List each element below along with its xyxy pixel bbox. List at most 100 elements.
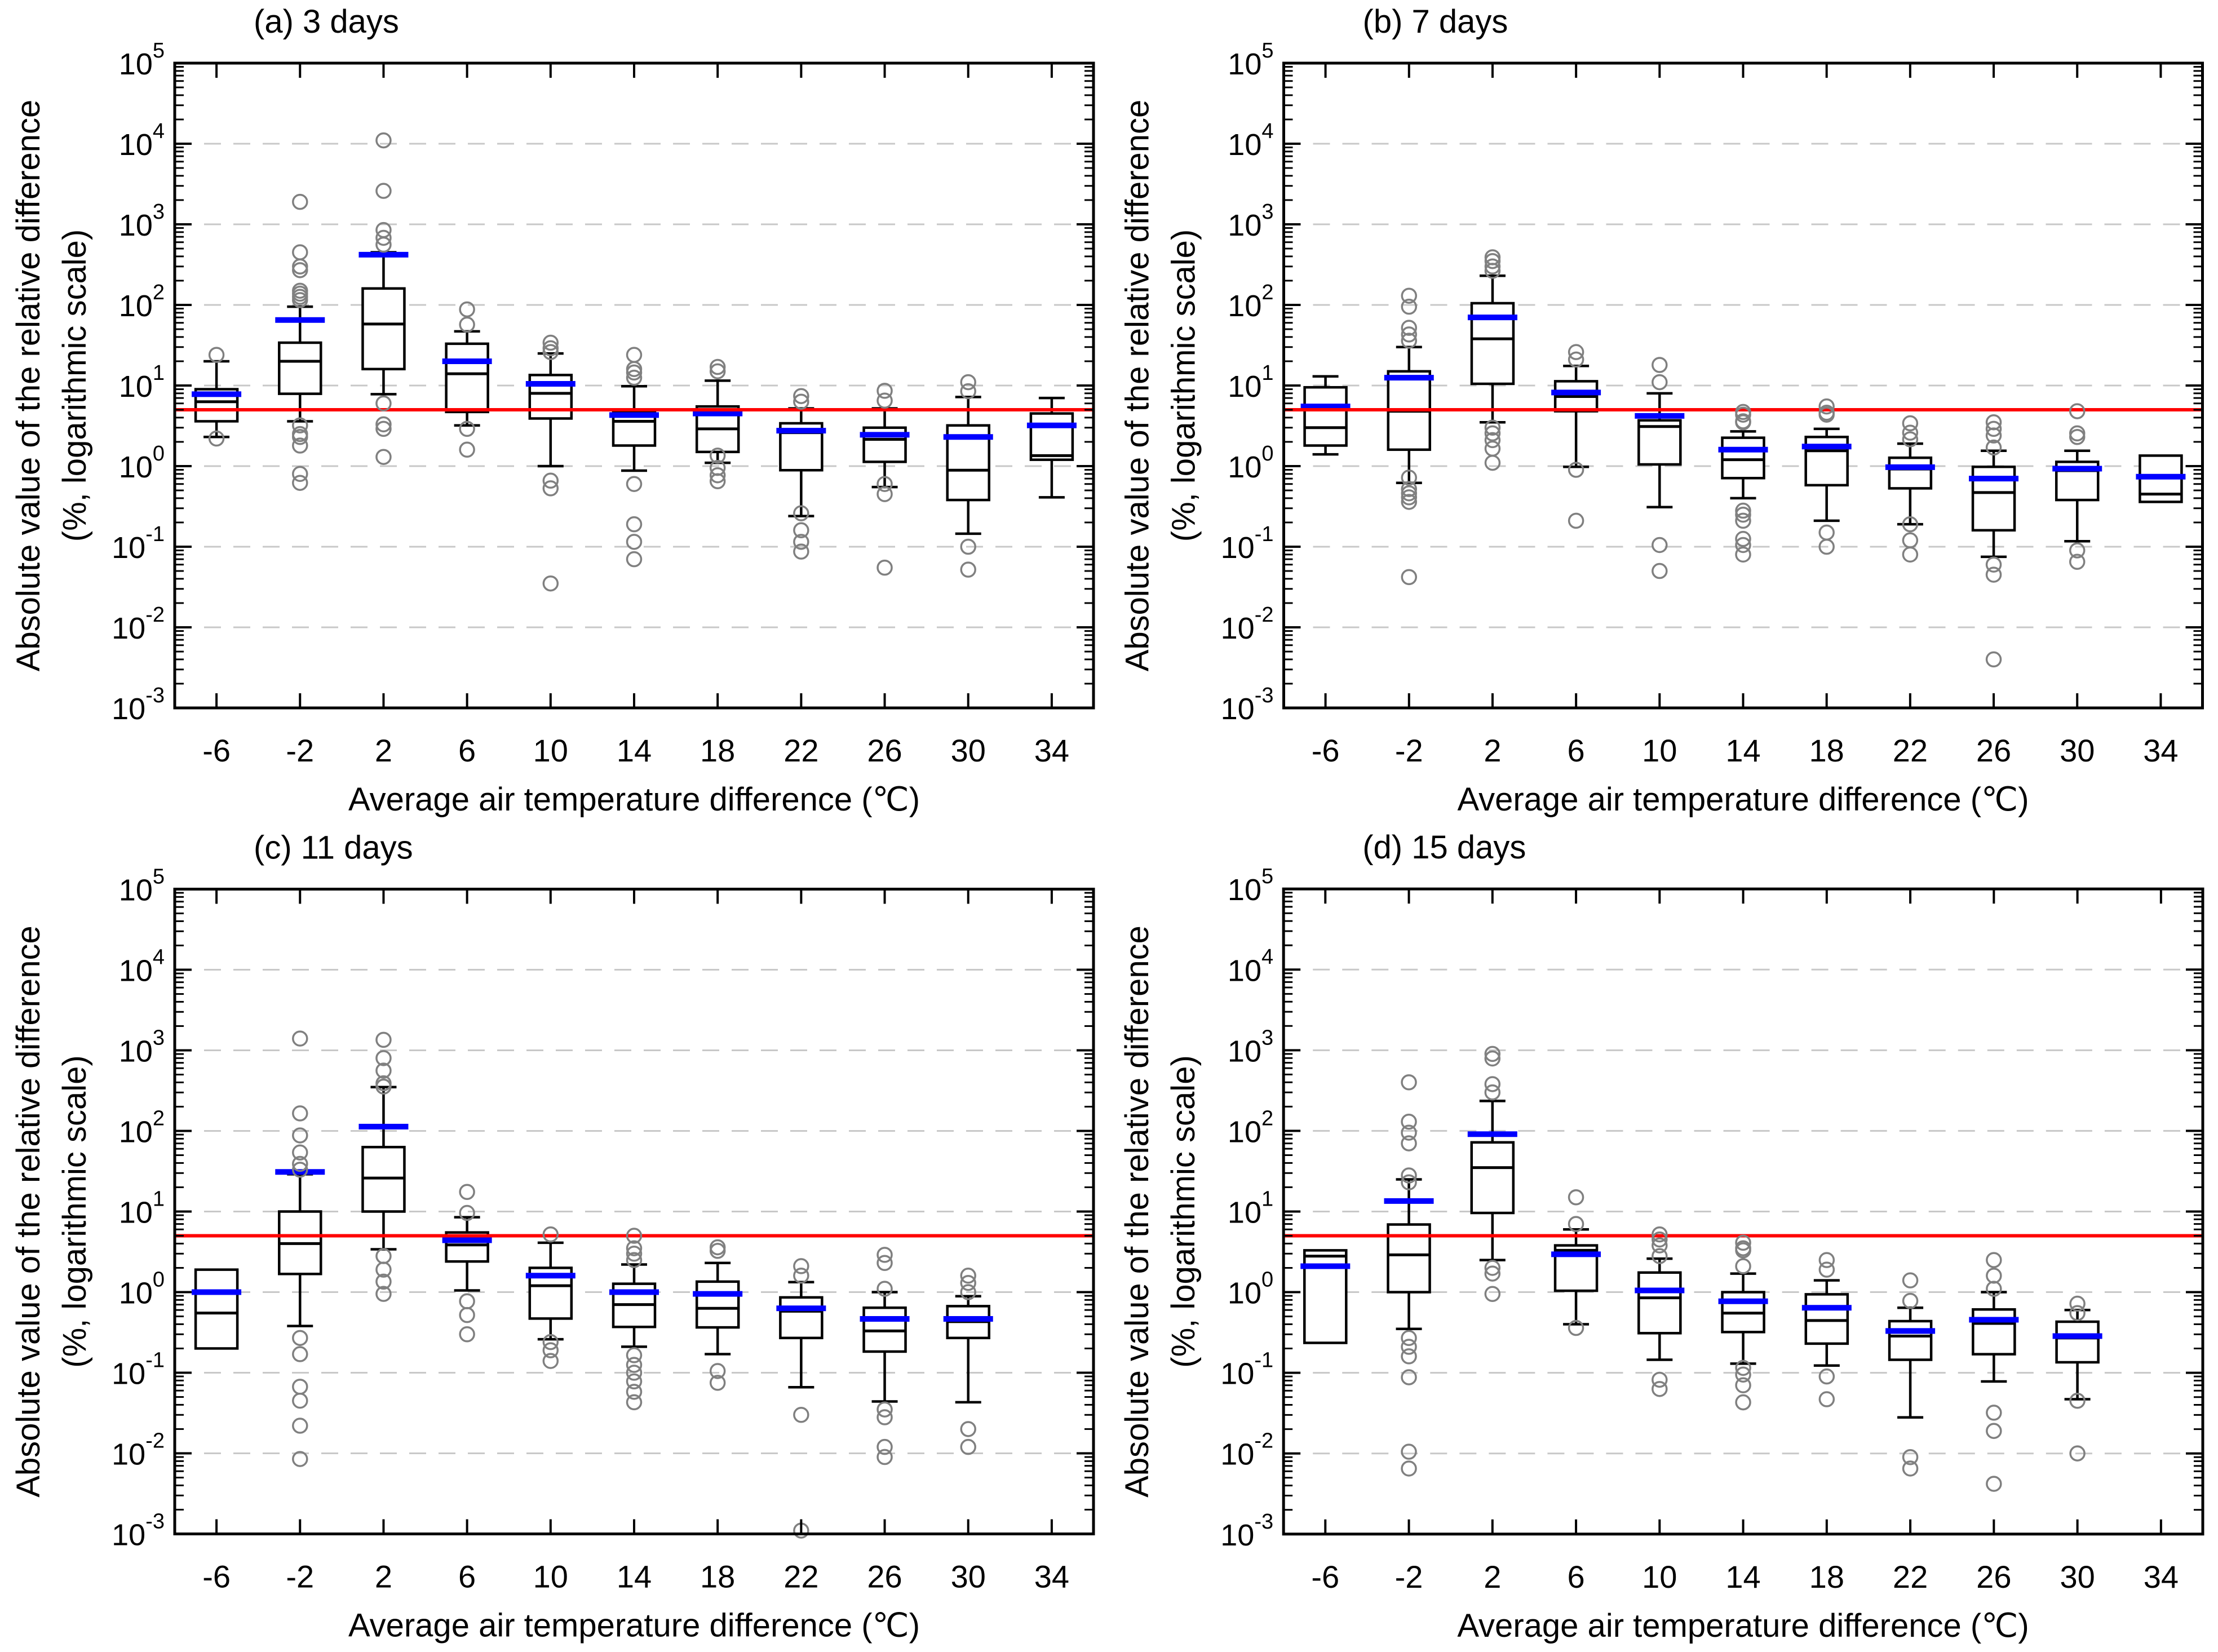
outlier-point — [1401, 481, 1418, 497]
x-tick-label: 2 — [1484, 733, 1501, 768]
iqr-box — [1637, 1271, 1682, 1335]
outlier-point — [2069, 542, 2086, 559]
outlier-point — [542, 1334, 559, 1350]
outlier-point — [626, 364, 643, 381]
outlier-point — [1401, 333, 1418, 349]
y-tick-label: 105 — [1228, 865, 1273, 907]
box-group-x10 — [525, 1241, 575, 1341]
grid-lines — [1283, 968, 2203, 1455]
outlier-point — [292, 1418, 308, 1434]
outlier-point — [876, 1401, 893, 1418]
outlier-point — [960, 383, 976, 400]
y-tick-label: 103 — [119, 1026, 165, 1069]
outlier-point — [542, 334, 559, 351]
outlier-point — [1401, 1113, 1417, 1130]
outlier-point — [1735, 502, 1751, 519]
outlier-point — [626, 1246, 643, 1262]
outlier-point — [626, 347, 643, 363]
outlier-point — [1401, 320, 1418, 336]
x-tick-label: -2 — [286, 733, 314, 768]
y-tick-label: 10-1 — [112, 1349, 165, 1391]
outlier-point — [1401, 1369, 1417, 1385]
outliers — [1401, 1046, 2086, 1492]
axis-frame — [1282, 887, 2204, 1536]
outlier-point — [876, 1438, 893, 1455]
y-tick-label: 105 — [119, 39, 165, 81]
outlier-point — [292, 292, 308, 308]
outlier-point — [1401, 1339, 1417, 1355]
outlier-point — [1401, 298, 1418, 315]
x-tick-label: -6 — [1312, 733, 1340, 768]
outlier-point — [626, 1373, 643, 1390]
y-tick-label: 105 — [1228, 39, 1273, 81]
outlier-point — [1401, 1074, 1417, 1091]
outlier-point — [1401, 1174, 1417, 1190]
ticks — [1283, 888, 2203, 1535]
outlier-point — [626, 1228, 643, 1244]
outlier-point — [1484, 1046, 1501, 1062]
outlier-point — [876, 559, 893, 576]
outlier-point — [1484, 1286, 1501, 1302]
outlier-point — [793, 1407, 809, 1423]
panel-title: (b) 7 days — [1363, 3, 1508, 40]
y-tick-label: 102 — [1228, 1106, 1273, 1149]
outlier-point — [292, 262, 308, 278]
x-tick-label: 30 — [951, 733, 986, 768]
outlier-point — [1735, 1359, 1751, 1376]
panel-a: 105 104 103 102 101 100 10-1 10-2 10-3 -6 -2 2 6 10 14… — [0, 0, 1109, 826]
y-tick-label: 10-1 — [112, 522, 165, 565]
box-group-x6 — [1551, 364, 1601, 468]
x-tick-label: 26 — [1976, 1559, 2011, 1595]
y-tick-label: 105 — [119, 865, 165, 907]
box-group-x22 — [776, 407, 826, 517]
outlier-point — [1484, 1076, 1501, 1092]
outlier-point — [1568, 1216, 1584, 1232]
outlier-point — [1985, 420, 2002, 437]
outlier-point — [375, 449, 392, 465]
outlier-point — [1735, 530, 1751, 547]
box-series — [1300, 1100, 2102, 1419]
y-axis-label-line1: Absolute value of the relative differenc… — [1119, 925, 1156, 1498]
outlier-point — [292, 417, 308, 434]
x-tick-label: 14 — [1725, 1559, 1760, 1595]
x-tick-label: 26 — [867, 733, 902, 768]
outlier-point — [2069, 1445, 2086, 1461]
outlier-point — [1735, 1377, 1751, 1394]
outlier-point — [292, 1392, 308, 1409]
outlier-point — [1652, 357, 1668, 373]
outlier-point — [793, 505, 809, 521]
y-axis-label-line1: Absolute value of the relative differenc… — [10, 925, 47, 1498]
x-tick-label: 2 — [1484, 1559, 1501, 1595]
outlier-point — [1735, 512, 1751, 529]
box-group-x26 — [1969, 1291, 2019, 1383]
y-tick-label: 10-3 — [112, 684, 165, 726]
outlier-point — [1902, 424, 1919, 441]
x-tick-label: 22 — [1893, 1559, 1928, 1595]
x-axis-label: Average air temperature difference (℃) — [1457, 781, 2029, 818]
outlier-point — [793, 1258, 809, 1274]
outlier-point — [1735, 1242, 1751, 1259]
outlier-point — [1985, 439, 2002, 456]
grid-lines — [175, 969, 1093, 1454]
y-tick-label: 102 — [1228, 281, 1273, 323]
grid-lines — [175, 143, 1093, 628]
y-axis-label-line1: Absolute value of the relative differenc… — [10, 100, 47, 672]
outlier-point — [375, 420, 392, 437]
x-tick-labels: -6 -2 2 6 10 14 18 22 26 30 34 — [202, 1559, 1069, 1595]
outlier-point — [292, 1451, 308, 1467]
x-tick-label: 6 — [1568, 733, 1585, 768]
x-tick-label: 6 — [458, 1559, 476, 1595]
outlier-point — [960, 1284, 976, 1300]
x-tick-label: -2 — [1395, 733, 1423, 768]
y-tick-labels: 105 104 103 102 101 100 10-1 10-2 10-3 — [112, 865, 165, 1552]
outlier-point — [292, 1144, 308, 1161]
iqr-box — [1303, 386, 1348, 447]
outlier-point — [1818, 1391, 1835, 1407]
outlier-point — [1568, 512, 1584, 529]
outlier-point — [1484, 1260, 1501, 1276]
outlier-point — [960, 538, 976, 555]
outlier-point — [1818, 1261, 1835, 1278]
box-group-x2 — [358, 1086, 409, 1251]
